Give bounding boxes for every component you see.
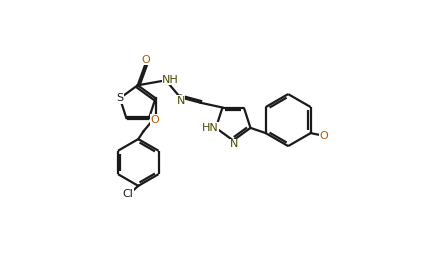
Text: Cl: Cl (122, 189, 133, 199)
Text: S: S (116, 93, 123, 103)
Text: O: O (320, 131, 329, 141)
Text: O: O (142, 55, 151, 65)
Text: HN: HN (202, 123, 219, 133)
Text: O: O (150, 115, 159, 125)
Text: NH: NH (162, 75, 179, 84)
Text: N: N (229, 139, 238, 149)
Text: N: N (177, 96, 185, 106)
